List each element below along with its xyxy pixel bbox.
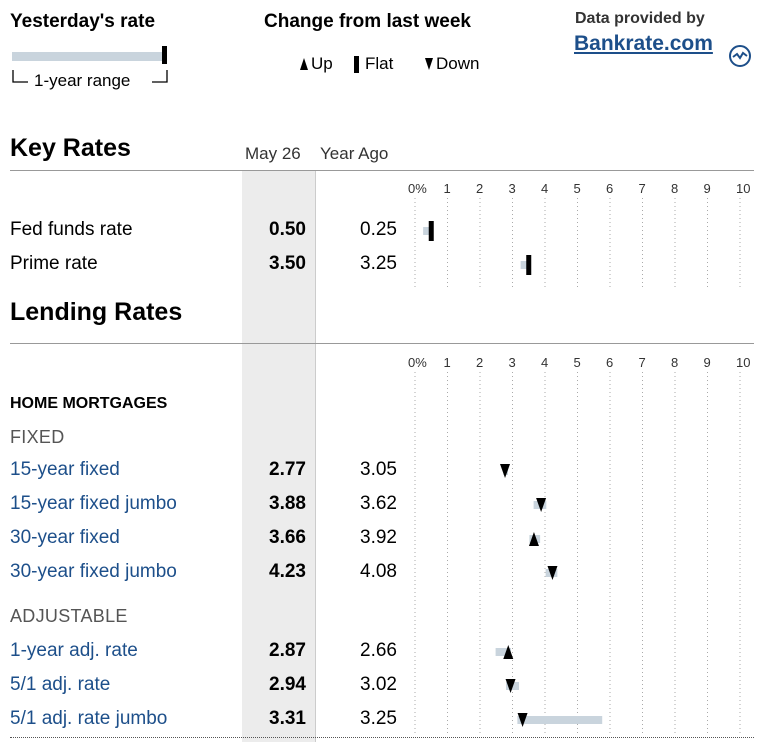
x-tick-label: 7 (638, 355, 646, 370)
current-rate-value: 0.50 (269, 219, 306, 240)
subheader-adjustable: ADJUSTABLE (10, 606, 128, 626)
x-tick-label: 3 (508, 355, 516, 370)
flat-bar-icon (354, 56, 359, 73)
x-tick-label: 1 (443, 181, 451, 196)
year-ago-rate-value: 3.02 (360, 674, 397, 695)
range-bar (520, 261, 529, 269)
year-ago-rate-value: 3.25 (360, 708, 397, 729)
down-arrow-icon (425, 58, 433, 70)
bankrate-logo-icon (729, 45, 751, 67)
x-tick-label: 9 (703, 355, 711, 370)
down-marker (505, 679, 516, 693)
group-header-home-mortgages: HOME MORTGAGES (10, 395, 168, 412)
divider (10, 170, 754, 171)
yesterday-rate-title: Yesterday's rate (10, 11, 156, 32)
down-marker (517, 713, 528, 727)
section-title-lending-rates: Lending Rates (10, 298, 183, 326)
x-tick-label: 10 (736, 181, 751, 196)
divider (10, 343, 754, 344)
current-rate-value: 2.77 (269, 459, 306, 480)
range-legend-label: 1-year range (34, 71, 131, 91)
row-label[interactable]: 30-year fixed (10, 527, 120, 548)
down-marker (500, 464, 511, 478)
x-tick-label: 4 (541, 181, 549, 196)
current-rate-value: 3.88 (269, 493, 306, 514)
x-tick-label: 6 (606, 355, 614, 370)
up-marker (528, 532, 539, 546)
row-label: Fed funds rate (10, 219, 133, 240)
year-ago-rate-value: 4.08 (360, 561, 397, 582)
down-marker (547, 566, 558, 580)
column-header-year-ago: Year Ago (320, 144, 389, 163)
x-tick-label: 3 (508, 181, 516, 196)
row-label: Prime rate (10, 253, 98, 274)
flat-marker (428, 221, 434, 241)
up-marker (503, 645, 514, 659)
x-tick-label: 6 (606, 181, 614, 196)
current-rate-value: 2.94 (269, 674, 306, 695)
row-label[interactable]: 30-year fixed jumbo (10, 561, 177, 582)
x-tick-label: 4 (541, 355, 549, 370)
x-tick-label: 2 (476, 355, 484, 370)
subheader-fixed: FIXED (10, 427, 65, 447)
x-tick-label: 0% (408, 181, 427, 196)
row-label[interactable]: 15-year fixed (10, 459, 120, 480)
current-column-shading (242, 170, 315, 742)
row-label[interactable]: 5/1 adj. rate jumbo (10, 708, 168, 729)
legend-down-label: Down (436, 54, 480, 73)
row-label[interactable]: 5/1 adj. rate (10, 674, 111, 695)
x-tick-label: 5 (573, 355, 581, 370)
row-label[interactable]: 15-year fixed jumbo (10, 493, 177, 514)
row-label[interactable]: 1-year adj. rate (10, 640, 138, 661)
current-rate-value: 2.87 (269, 640, 306, 661)
column-divider (315, 170, 316, 742)
x-tick-label: 8 (671, 181, 679, 196)
flat-marker (526, 255, 532, 275)
x-tick-label: 8 (671, 355, 679, 370)
year-ago-rate-value: 3.05 (360, 459, 397, 480)
current-rate-value: 4.23 (269, 561, 306, 582)
x-tick-label: 5 (573, 181, 581, 196)
x-tick-label: 0% (408, 355, 427, 370)
x-tick-label: 2 (476, 181, 484, 196)
legend-flat-label: Flat (365, 54, 394, 73)
bankrate-logo[interactable]: Bankrate.com (574, 32, 713, 55)
year-ago-rate-value: 0.25 (360, 219, 397, 240)
range-bar (517, 716, 603, 724)
column-header-current: May 26 (245, 144, 301, 163)
range-bar (423, 227, 432, 235)
current-rate-value: 3.50 (269, 253, 306, 274)
up-arrow-icon (300, 58, 308, 70)
year-ago-rate-value: 3.62 (360, 493, 397, 514)
down-marker (536, 498, 547, 512)
x-tick-label: 10 (736, 355, 751, 370)
current-rate-value: 3.66 (269, 527, 306, 548)
x-tick-label: 9 (703, 181, 711, 196)
year-ago-rate-value: 3.92 (360, 527, 397, 548)
x-tick-label: 1 (443, 355, 451, 370)
change-title: Change from last week (264, 11, 471, 32)
year-ago-rate-value: 3.25 (360, 253, 397, 274)
current-rate-value: 3.31 (269, 708, 306, 729)
section-title-key-rates: Key Rates (10, 134, 131, 162)
year-ago-rate-value: 2.66 (360, 640, 397, 661)
range-legend-graphic (12, 46, 168, 83)
legend-up-label: Up (311, 54, 333, 73)
x-tick-label: 7 (638, 181, 646, 196)
bottom-rule (10, 737, 754, 738)
provider-label: Data provided by (575, 10, 705, 27)
range-bar (495, 648, 511, 656)
